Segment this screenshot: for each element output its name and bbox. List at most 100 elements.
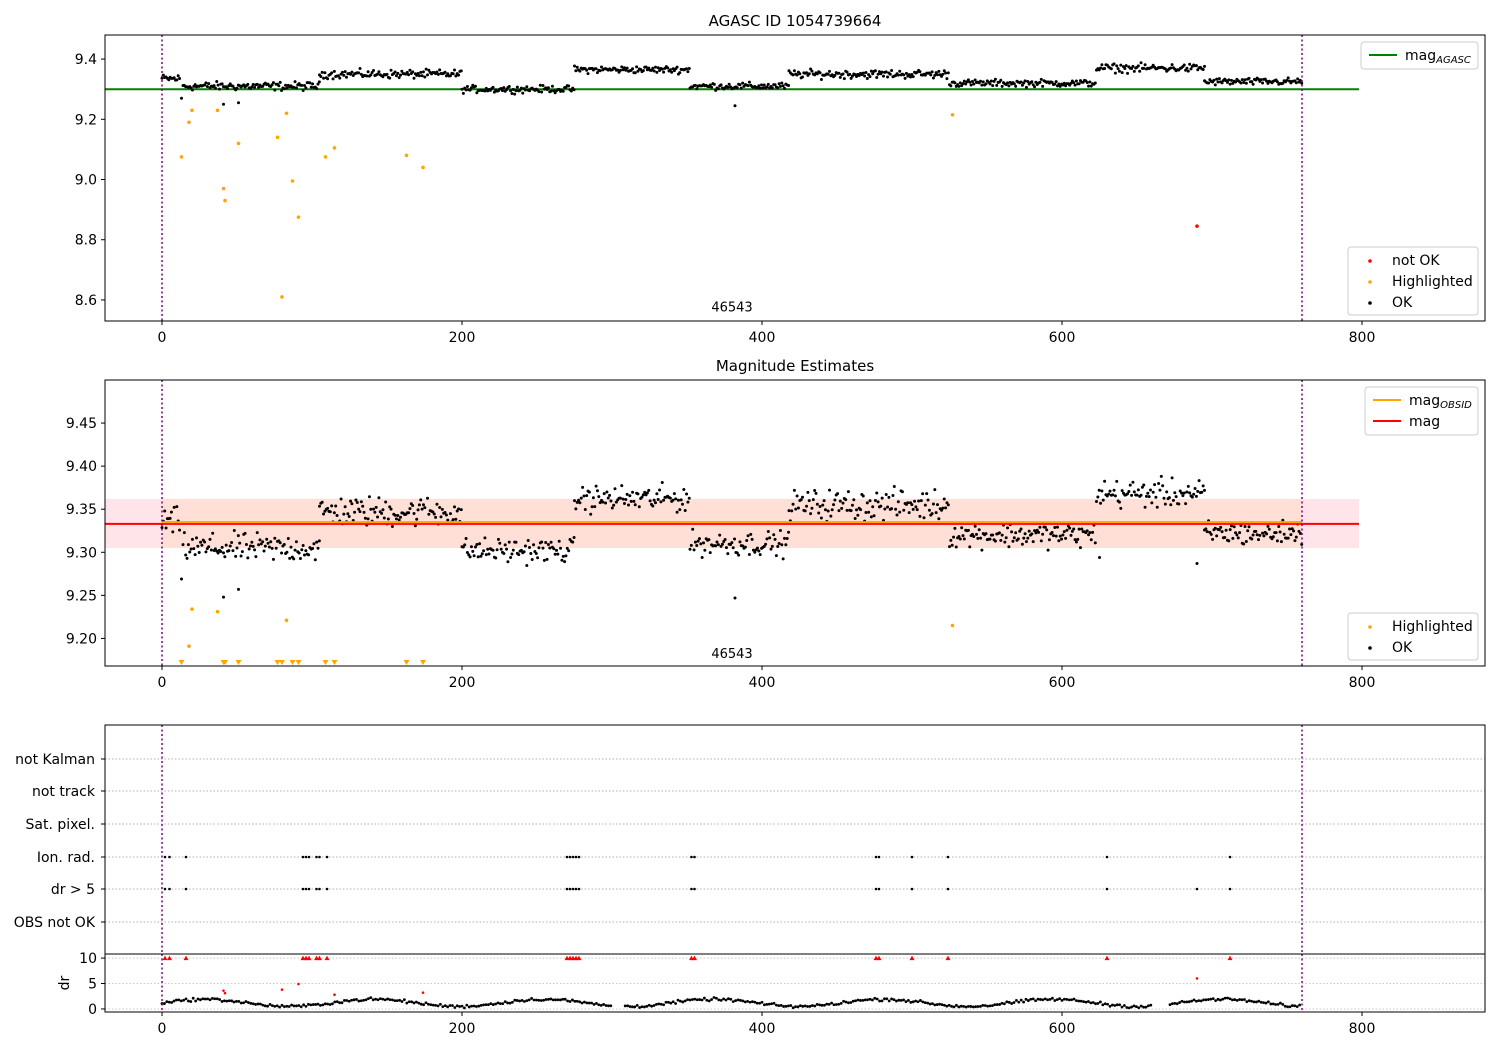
ok-point bbox=[1205, 530, 1209, 534]
ok-point bbox=[1230, 78, 1233, 82]
ok-point bbox=[424, 67, 428, 71]
x-tick-label: 200 bbox=[449, 330, 476, 346]
dr-point bbox=[206, 997, 210, 1001]
ok-point bbox=[282, 542, 286, 546]
dr-point bbox=[225, 999, 229, 1003]
ok-point bbox=[250, 85, 254, 89]
ok-point bbox=[1074, 540, 1078, 544]
ok-point bbox=[318, 504, 321, 508]
ok-point bbox=[1298, 531, 1302, 535]
dr-point bbox=[983, 1004, 987, 1007]
ok-point bbox=[1103, 479, 1107, 483]
ok-point bbox=[718, 533, 722, 537]
ok-point bbox=[549, 89, 553, 93]
dr-point bbox=[374, 997, 377, 1001]
ok-point bbox=[887, 495, 891, 499]
x-tick-label: 600 bbox=[1049, 675, 1076, 691]
ok-point bbox=[838, 499, 842, 503]
dr-point bbox=[878, 999, 881, 1003]
dr-point bbox=[643, 1005, 646, 1009]
ok-point bbox=[1117, 69, 1121, 73]
ok-point bbox=[376, 515, 380, 519]
dr-high-point bbox=[1195, 977, 1199, 980]
ok-point bbox=[1189, 67, 1193, 71]
ok-point bbox=[838, 75, 842, 79]
dr-point bbox=[986, 1004, 989, 1008]
ok-point bbox=[735, 86, 739, 90]
ok-point bbox=[833, 73, 837, 77]
dr-point bbox=[679, 999, 682, 1003]
ok-point bbox=[175, 505, 179, 509]
dr-point bbox=[302, 1003, 305, 1007]
ok-point bbox=[1244, 539, 1248, 543]
flag-point bbox=[1195, 887, 1199, 891]
ok-point bbox=[1107, 492, 1111, 496]
x-tick-label: 200 bbox=[449, 1021, 476, 1037]
ok-point bbox=[204, 81, 208, 85]
dr-point bbox=[1075, 999, 1078, 1003]
ok-point bbox=[476, 555, 480, 559]
ok-point bbox=[278, 541, 282, 545]
dr-point bbox=[1209, 997, 1213, 1001]
ok-point bbox=[1212, 78, 1216, 82]
ok-point bbox=[163, 509, 167, 513]
ok-point bbox=[1271, 535, 1275, 539]
ok-point bbox=[362, 510, 366, 514]
flag-point bbox=[168, 887, 171, 891]
ok-point bbox=[538, 83, 542, 87]
ok-point bbox=[733, 537, 737, 541]
dr-point bbox=[364, 998, 368, 1002]
ok-point bbox=[1057, 82, 1061, 86]
dr-point bbox=[871, 998, 874, 1002]
ok-point bbox=[1095, 499, 1098, 503]
ok-point bbox=[1050, 80, 1054, 84]
ok-point bbox=[700, 556, 704, 560]
ok-point bbox=[909, 75, 912, 79]
x-tick-label: 0 bbox=[158, 330, 167, 346]
ok-point bbox=[941, 506, 945, 510]
ok-point bbox=[326, 77, 330, 81]
dr-point bbox=[1262, 1001, 1265, 1005]
dr-point bbox=[266, 1004, 269, 1008]
dr-capped-marker bbox=[692, 955, 697, 961]
ok-point bbox=[399, 73, 402, 77]
ok-point bbox=[792, 488, 796, 492]
ok-point bbox=[867, 510, 871, 514]
dr-point bbox=[455, 1004, 459, 1008]
ok-point bbox=[358, 67, 362, 71]
x-tick-label: 400 bbox=[749, 1021, 776, 1037]
ok-point bbox=[953, 81, 957, 85]
dr-point bbox=[784, 1004, 788, 1008]
dr-point bbox=[1264, 1001, 1268, 1005]
ok-point bbox=[540, 540, 544, 544]
dr-point bbox=[806, 1005, 809, 1008]
ok-point bbox=[273, 88, 277, 92]
ok-point bbox=[1069, 533, 1073, 537]
dr-point bbox=[585, 1001, 589, 1005]
dr-point bbox=[743, 1000, 747, 1004]
ok-point bbox=[550, 84, 554, 88]
dr-point bbox=[419, 1002, 423, 1006]
flag-point bbox=[304, 887, 308, 891]
dr-point bbox=[537, 998, 541, 1002]
dr-point bbox=[1012, 1001, 1016, 1004]
dr-point bbox=[667, 1000, 670, 1004]
dr-capped-marker bbox=[306, 955, 312, 961]
dr-point bbox=[1274, 1003, 1277, 1006]
ok-point bbox=[707, 538, 711, 542]
ok-point bbox=[439, 515, 443, 519]
ok-point bbox=[567, 84, 571, 88]
dr-point bbox=[460, 1004, 464, 1008]
ok-point bbox=[977, 528, 981, 532]
dr-point bbox=[568, 1000, 572, 1003]
ok-point bbox=[875, 75, 879, 79]
ok-point bbox=[761, 86, 765, 90]
ok-point bbox=[708, 551, 712, 555]
ok-point bbox=[733, 596, 737, 600]
ok-point bbox=[886, 505, 890, 509]
dr-point bbox=[379, 997, 382, 1001]
ok-point bbox=[359, 72, 363, 76]
dr-point bbox=[1231, 998, 1234, 1002]
dr-point bbox=[1101, 1003, 1105, 1007]
